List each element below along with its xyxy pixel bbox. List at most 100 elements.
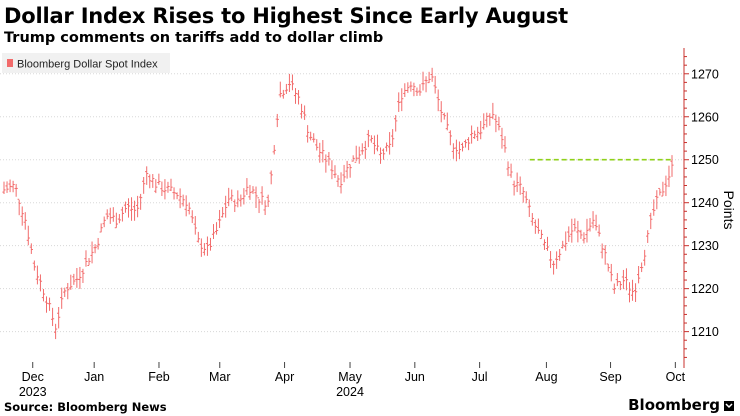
x-tick-label: May [338,370,362,384]
price-bar [75,268,79,288]
price-bar [573,218,577,232]
price-bar [139,193,143,210]
price-bar [603,245,607,265]
price-bar [494,114,498,133]
price-bar [221,207,225,218]
price-bar [318,142,322,163]
price-bar [248,184,252,200]
price-bar [363,140,367,159]
price-bar [640,262,644,273]
price-bar [251,186,255,194]
y-tick-label: 1230 [691,239,719,253]
price-bar [588,218,592,232]
price-bar [132,200,137,221]
price-bar [336,175,340,187]
source-note: Source: Bloomberg News [4,400,167,414]
price-bar [394,115,398,132]
price-bar [400,88,404,112]
price-bar [102,216,106,228]
x-tick-label: Jan [84,370,104,384]
price-bar [120,206,125,222]
price-bar [470,125,474,144]
price-bar [96,237,100,250]
price-bar [655,190,659,210]
price-bar [2,181,6,195]
price-bar [670,155,674,177]
price-bar [20,206,24,226]
price-bar [536,218,540,234]
price-bar [378,147,383,164]
price-bar [500,127,504,149]
price-bar [354,145,358,163]
price-bar [345,160,349,179]
price-bar [391,129,395,148]
y-tick-label: 1250 [691,153,719,167]
x-tick-label: Mar [209,370,231,384]
price-bar [151,174,155,188]
price-bar [214,222,219,235]
price-bar [591,211,595,229]
price-bar [242,188,246,205]
x-tick-label: Feb [148,370,170,384]
x-tick-sublabel: 2024 [336,385,364,399]
price-bar [448,130,452,146]
price-bar [433,75,437,94]
price-bar [658,187,662,196]
price-bar [351,155,355,162]
chart-title: Dollar Index Rises to Highest Since Earl… [4,4,569,28]
y-tick-label: 1270 [691,67,719,81]
price-bar [424,76,428,93]
price-bar [172,187,176,200]
price-bar [515,172,519,193]
price-bar [567,226,571,242]
price-bar [633,283,638,303]
price-bar [99,223,103,233]
price-bar [217,209,222,228]
price-bar [327,151,331,166]
price-bar [561,240,565,249]
price-bar [555,251,559,269]
x-tick-label: Jun [405,370,425,384]
price-bar [527,199,531,218]
price-bar [664,175,668,197]
price-bar [646,230,650,243]
price-bar [548,251,553,269]
price-bar [643,249,647,266]
bloomberg-logo-icon [724,401,734,411]
price-bar [205,236,210,256]
y-axis: 1210 1220 1230 1240 1250 1260 1270 [683,48,719,368]
chart-subtitle: Trump comments on tariffs add to dollar … [4,30,384,46]
price-bar [284,83,288,95]
price-bar [348,163,352,178]
y-tick-label: 1220 [691,282,719,296]
price-bar [324,154,328,173]
price-bar [123,201,128,213]
price-bar [202,243,206,256]
legend-swatch [7,59,13,67]
price-bar [287,73,292,92]
price-bar [381,148,386,160]
gridlines [0,73,684,333]
price-bar [412,82,416,97]
price-bar [427,71,431,84]
price-bar [306,125,310,143]
price-bar [44,296,49,313]
price-bar [570,218,574,243]
price-bar [372,135,377,155]
price-bar [169,178,173,191]
price-bar [618,281,622,291]
price-bar [26,225,30,246]
price-bar [72,273,76,285]
price-bar [533,219,537,234]
price-bar [667,165,671,188]
price-bar [84,250,88,267]
price-bar [439,101,443,123]
price-bar [503,136,507,153]
price-bar [87,258,91,267]
price-bar [190,210,194,224]
price-bar [652,199,656,216]
price-bar [375,134,380,152]
price-bar [111,207,115,222]
price-bar [442,112,446,120]
price-bar [497,116,501,131]
